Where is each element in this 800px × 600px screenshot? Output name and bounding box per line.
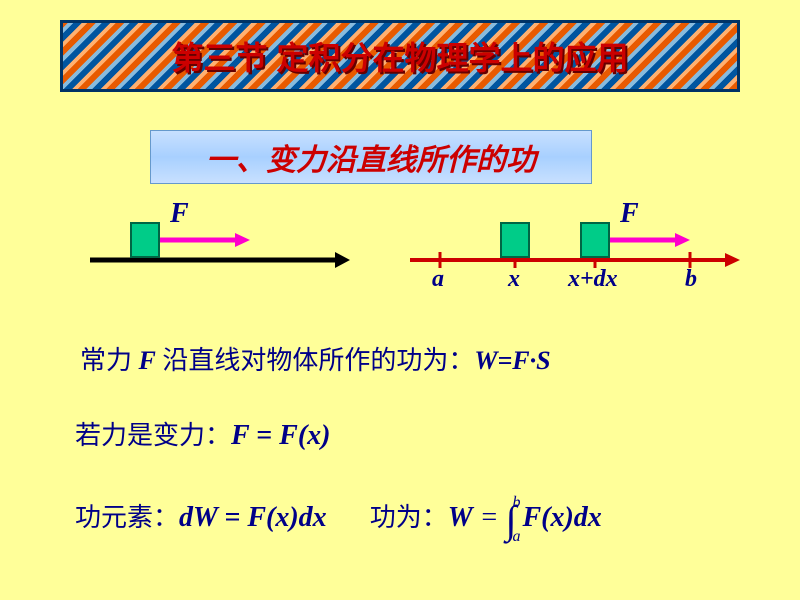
- left-force-arrowhead: [235, 233, 250, 247]
- integral-bounds: ba: [512, 495, 520, 545]
- line3: 功元素：dW = F(x)dx 功为：W = ∫baF(x)dx: [75, 495, 602, 545]
- integral-expr: ∫ba: [506, 495, 523, 545]
- line2: 若力是变力：F = F(x): [75, 415, 330, 452]
- main-title-inner: 第三节 定积分在物理学上的应用: [90, 32, 710, 80]
- l3-text-b: 功为：: [370, 503, 448, 532]
- right-force-arrow-svg: [610, 230, 690, 250]
- l1-text-a: 常力: [80, 346, 139, 375]
- left-force-arrow-svg: [160, 230, 250, 250]
- left-block: [130, 222, 160, 258]
- right-arrowhead: [725, 253, 740, 267]
- l1-eq: W=F·S: [474, 346, 550, 375]
- axis-label-x: x: [508, 266, 520, 293]
- axis-label-a: a: [432, 266, 444, 293]
- l1-F: F: [139, 346, 156, 375]
- int-upper: b: [512, 495, 520, 511]
- right-block-2: [580, 222, 610, 258]
- diagram-area: F F a x x+dx b: [90, 210, 730, 300]
- main-title-box: 第三节 定积分在物理学上的应用: [60, 20, 740, 92]
- main-title: 第三节 定积分在物理学上的应用: [172, 33, 629, 79]
- left-axis-svg: [90, 220, 350, 280]
- axis-label-b: b: [685, 266, 697, 293]
- line1: 常力 F 沿直线对物体所作的功为：W=F·S: [80, 340, 551, 377]
- l2-text-a: 若力是变力：: [75, 421, 231, 450]
- l3-eq-sign: =: [473, 502, 506, 533]
- subtitle: 一、变力沿直线所作的功: [206, 135, 536, 179]
- subtitle-box: 一、变力沿直线所作的功: [150, 130, 592, 184]
- left-arrowhead: [335, 252, 350, 268]
- l1-text-b: 沿直线对物体所作的功为：: [156, 346, 475, 375]
- l3-eq1: dW = F(x)dx: [179, 502, 327, 533]
- l2-eq: F = F(x): [231, 420, 330, 451]
- right-block-1: [500, 222, 530, 258]
- l3-W: W: [448, 502, 473, 533]
- left-force-label: F: [170, 198, 189, 230]
- right-force-label: F: [620, 198, 639, 230]
- axis-label-xdx: x+dx: [568, 266, 618, 293]
- int-lower: a: [512, 529, 520, 545]
- l3-text-a: 功元素：: [75, 503, 179, 532]
- l3-integrand: F(x)dx: [522, 502, 601, 533]
- right-force-arrowhead: [675, 233, 690, 247]
